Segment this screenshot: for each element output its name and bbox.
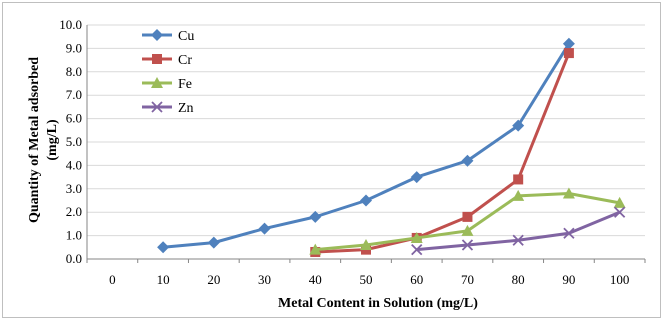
y-tick-3.0: 3.0: [66, 181, 82, 196]
series-line-cu: [162, 42, 571, 249]
y-axis-title-line2: (mg/L): [45, 119, 60, 161]
legend-label-cu: Cu: [178, 29, 194, 44]
y-tick-0.0: 0.0: [66, 251, 82, 266]
chart-frame: [2, 2, 661, 318]
y-tick-1.0: 1.0: [66, 228, 82, 243]
legend-marker-zn: [151, 101, 163, 113]
point-cu-40: [309, 210, 322, 223]
point-cu-90: [562, 37, 575, 50]
x-tick-90: 90: [562, 272, 575, 287]
point-cu-70: [461, 154, 474, 167]
legend-label-fe: Fe: [178, 77, 192, 92]
x-tick-labels: 0 10 20 30 40 50 60 70 80 90 100: [109, 272, 629, 287]
legend-marker-cr: [152, 54, 162, 64]
x-tick-60: 60: [410, 272, 423, 287]
x-tick-20: 20: [207, 272, 220, 287]
point-cr-70: [462, 211, 473, 222]
point-zn-70: [461, 239, 474, 251]
point-zn-100: [613, 206, 626, 218]
x-tick-10: 10: [157, 272, 170, 287]
y-tick-8.0: 8.0: [66, 64, 82, 79]
point-fe-100: [613, 196, 626, 208]
series-line-zn: [416, 210, 621, 252]
axes: [86, 25, 646, 263]
y-tick-10.0: 10.0: [59, 17, 82, 32]
y-tick-9.0: 9.0: [66, 40, 82, 55]
legend-label-cr: Cr: [178, 53, 192, 68]
y-tick-6.0: 6.0: [66, 111, 82, 126]
point-fe-60: [410, 231, 423, 243]
y-tick-5.0: 5.0: [66, 134, 82, 149]
point-cu-20: [207, 236, 220, 249]
point-zn-80: [512, 234, 524, 246]
y-tick-4.0: 4.0: [66, 157, 82, 172]
point-fe-80: [512, 189, 525, 201]
point-fe-90: [562, 187, 575, 199]
x-tick-100: 100: [610, 272, 630, 287]
x-tick-80: 80: [512, 272, 525, 287]
x-tick-0: 0: [109, 272, 116, 287]
point-cu-80: [512, 119, 525, 132]
point-cu-50: [360, 194, 372, 207]
legend-marker-fe: [151, 77, 163, 88]
point-cr-90: [563, 48, 574, 59]
y-tick-7.0: 7.0: [66, 87, 82, 102]
point-fe-50: [360, 238, 372, 250]
point-zn-90: [563, 227, 575, 239]
y-tick-labels: 0.0 1.0 2.0 3.0 4.0 5.0 6.0 7.0 8.0 9.0 10.0: [59, 17, 82, 266]
point-cu-10: [157, 241, 170, 254]
x-tick-50: 50: [360, 272, 373, 287]
point-cu-30: [258, 222, 271, 235]
legend: Cu Cr Fe Zn: [142, 29, 194, 116]
data-series: [157, 37, 626, 257]
point-cr-80: [513, 174, 524, 185]
legend-label-zn: Zn: [178, 101, 194, 116]
point-fe-40: [309, 243, 322, 255]
y-axis-title-line1: Quantity of Metal adsorbed: [27, 57, 42, 223]
x-tick-40: 40: [309, 272, 322, 287]
y-tick-2.0: 2.0: [66, 204, 82, 219]
series-line-cr: [315, 52, 571, 254]
point-cu-60: [410, 171, 423, 184]
x-tick-70: 70: [461, 272, 474, 287]
x-axis-title: Metal Content in Solution (mg/L): [278, 296, 478, 311]
point-zn-60: [411, 244, 423, 256]
x-tick-30: 30: [258, 272, 271, 287]
point-fe-70: [461, 224, 474, 236]
legend-marker-cu: [151, 29, 163, 41]
